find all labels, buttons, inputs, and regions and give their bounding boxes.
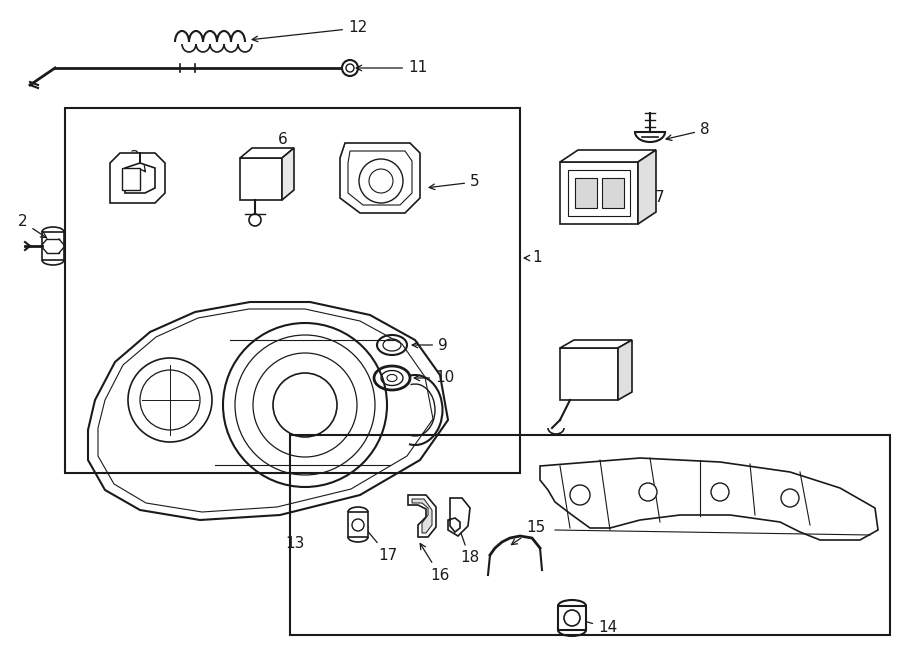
Circle shape	[235, 335, 375, 475]
Text: 9: 9	[412, 338, 448, 352]
Bar	[575, 178, 597, 208]
Circle shape	[639, 483, 657, 501]
Text: 3: 3	[130, 151, 146, 172]
Polygon shape	[638, 150, 656, 224]
Circle shape	[352, 519, 364, 531]
Bar	[560, 162, 638, 224]
Circle shape	[342, 60, 358, 76]
Text: 18: 18	[454, 514, 479, 566]
Bar	[348, 512, 368, 537]
Text: 11: 11	[356, 61, 428, 75]
Circle shape	[249, 214, 261, 226]
Polygon shape	[408, 495, 436, 537]
Text: 13: 13	[285, 535, 305, 551]
Polygon shape	[88, 302, 448, 520]
Polygon shape	[560, 150, 656, 162]
Circle shape	[223, 323, 387, 487]
Circle shape	[359, 159, 403, 203]
Circle shape	[140, 370, 200, 430]
Polygon shape	[412, 499, 432, 533]
Polygon shape	[448, 498, 470, 536]
Text: 8: 8	[666, 122, 709, 141]
Text: 1: 1	[524, 251, 542, 266]
Polygon shape	[618, 340, 632, 400]
Circle shape	[346, 64, 354, 72]
Text: 7: 7	[622, 190, 664, 206]
Text: 6: 6	[265, 132, 288, 162]
Circle shape	[564, 610, 580, 626]
Polygon shape	[240, 148, 294, 158]
Polygon shape	[98, 309, 433, 512]
Circle shape	[253, 353, 357, 457]
Text: 5: 5	[429, 175, 480, 190]
Polygon shape	[110, 153, 165, 203]
Text: 16: 16	[420, 543, 449, 582]
Circle shape	[781, 489, 799, 507]
Bar	[42, 232, 64, 260]
Text: 12: 12	[252, 20, 367, 42]
Bar	[558, 606, 586, 630]
Circle shape	[711, 483, 729, 501]
Text: 14: 14	[578, 618, 617, 635]
Circle shape	[570, 485, 590, 505]
Text: 15: 15	[511, 520, 545, 545]
Circle shape	[342, 60, 358, 76]
Bar	[568, 170, 630, 216]
Polygon shape	[348, 151, 412, 205]
Bar	[602, 178, 624, 208]
Circle shape	[273, 373, 337, 437]
Text: 2: 2	[18, 215, 47, 238]
Text: 10: 10	[414, 371, 454, 385]
Circle shape	[128, 358, 212, 442]
Bar	[560, 348, 618, 400]
Bar	[65, 108, 520, 473]
Circle shape	[369, 169, 393, 193]
Polygon shape	[340, 143, 420, 213]
Bar	[290, 435, 890, 635]
Bar	[122, 168, 140, 190]
Text: 4: 4	[590, 360, 630, 376]
Polygon shape	[560, 340, 632, 348]
Polygon shape	[282, 148, 294, 200]
Text: 17: 17	[363, 525, 397, 563]
Bar	[240, 158, 282, 200]
Polygon shape	[540, 458, 878, 540]
